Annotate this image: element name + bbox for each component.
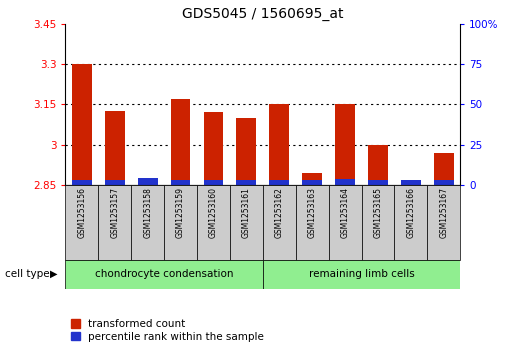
Bar — [394, 185, 427, 260]
Text: GSM1253160: GSM1253160 — [209, 187, 218, 238]
Bar — [401, 182, 420, 185]
Bar — [105, 111, 124, 185]
Bar — [203, 180, 223, 185]
Text: GSM1253157: GSM1253157 — [110, 187, 119, 238]
Bar — [263, 260, 460, 289]
Bar — [72, 180, 92, 185]
Bar — [263, 185, 295, 260]
Bar — [368, 145, 388, 185]
Bar — [203, 113, 223, 185]
Bar — [164, 185, 197, 260]
Text: GSM1253161: GSM1253161 — [242, 187, 251, 238]
Text: GSM1253164: GSM1253164 — [340, 187, 349, 238]
Bar — [98, 185, 131, 260]
Bar — [269, 180, 289, 185]
Bar — [138, 178, 157, 185]
Text: GSM1253159: GSM1253159 — [176, 187, 185, 238]
Bar — [328, 185, 361, 260]
Bar — [230, 185, 263, 260]
Text: ▶: ▶ — [50, 269, 58, 279]
Title: GDS5045 / 1560695_at: GDS5045 / 1560695_at — [182, 7, 344, 21]
Bar — [170, 99, 190, 185]
Bar — [434, 180, 453, 185]
Bar — [302, 173, 322, 185]
Bar — [197, 185, 230, 260]
Text: GSM1253158: GSM1253158 — [143, 187, 152, 238]
Bar — [131, 185, 164, 260]
Bar — [65, 185, 98, 260]
Text: GSM1253162: GSM1253162 — [275, 187, 284, 238]
Text: cell type: cell type — [5, 269, 50, 279]
Bar — [65, 260, 263, 289]
Bar — [295, 185, 328, 260]
Bar — [401, 180, 420, 185]
Bar — [170, 180, 190, 185]
Text: chondrocyte condensation: chondrocyte condensation — [95, 269, 233, 279]
Bar — [434, 153, 453, 185]
Legend: transformed count, percentile rank within the sample: transformed count, percentile rank withi… — [71, 319, 264, 342]
Bar — [269, 105, 289, 185]
Bar — [335, 105, 355, 185]
Text: GSM1253167: GSM1253167 — [439, 187, 448, 238]
Bar — [236, 180, 256, 185]
Bar — [368, 180, 388, 185]
Bar — [72, 64, 92, 185]
Bar — [361, 185, 394, 260]
Text: GSM1253165: GSM1253165 — [373, 187, 382, 238]
Bar — [236, 118, 256, 185]
Text: GSM1253166: GSM1253166 — [406, 187, 415, 238]
Bar — [105, 180, 124, 185]
Bar — [302, 180, 322, 185]
Text: remaining limb cells: remaining limb cells — [309, 269, 414, 279]
Bar — [335, 179, 355, 185]
Bar — [427, 185, 460, 260]
Text: GSM1253163: GSM1253163 — [308, 187, 316, 238]
Text: GSM1253156: GSM1253156 — [77, 187, 86, 238]
